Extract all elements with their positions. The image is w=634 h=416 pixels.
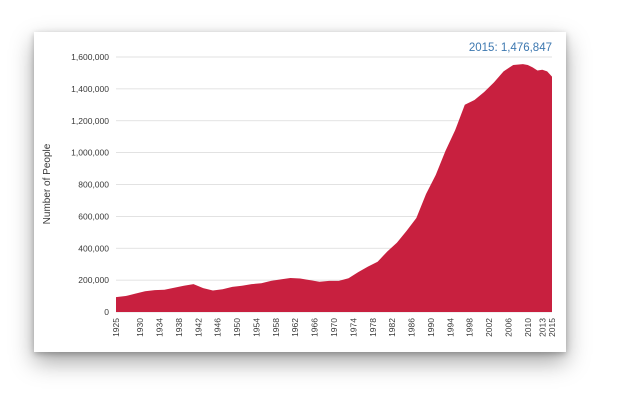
x-tick-label: 1942 [193, 318, 203, 337]
x-tick-label: 1930 [135, 318, 145, 337]
x-tick-label: 2002 [484, 318, 494, 337]
x-tick-label: 1998 [465, 318, 475, 337]
x-tick-label: 1938 [174, 318, 184, 337]
x-tick-label: 1990 [426, 318, 436, 337]
y-axis-label: Number of People [42, 143, 53, 224]
x-tick-label: 1934 [155, 318, 165, 337]
y-tick-label: 1,200,000 [71, 116, 109, 126]
x-tick-label: 1982 [387, 318, 397, 337]
x-tick-label: 1974 [348, 318, 358, 337]
x-tick-label: 1946 [213, 318, 223, 337]
x-tick-label: 2015 [547, 318, 557, 337]
x-tick-label: 2013 [537, 318, 547, 337]
x-tick-label: 1994 [445, 318, 455, 337]
x-tick-label: 1925 [111, 318, 121, 337]
x-tick-label: 1978 [368, 318, 378, 337]
x-tick-label: 2010 [523, 318, 533, 337]
y-tick-label: 0 [104, 307, 109, 317]
x-tick-label: 1950 [232, 318, 242, 337]
x-tick-label: 1958 [271, 318, 281, 337]
y-tick-label: 800,000 [78, 180, 109, 190]
x-tick-label: 1954 [251, 318, 261, 337]
y-tick-label: 400,000 [78, 243, 109, 253]
annotation-label: 2015: 1,476,847 [469, 42, 552, 54]
y-tick-label: 200,000 [78, 275, 109, 285]
y-axis-ticks: 0 200,000 400,000 600,000 800,000 1,000,000 1,… [71, 52, 109, 317]
y-tick-label: 600,000 [78, 211, 109, 221]
x-tick-label: 1966 [310, 318, 320, 337]
y-tick-label: 1,400,000 [71, 84, 109, 94]
x-tick-label: 1986 [407, 318, 417, 337]
y-tick-label: 1,000,000 [71, 148, 109, 158]
x-tick-label: 1970 [329, 318, 339, 337]
x-tick-label: 1962 [290, 318, 300, 337]
x-axis-ticks: 1925 1930 1934 1938 1942 1946 1950 1954 1958 1962… [111, 318, 557, 337]
x-tick-label: 2006 [503, 318, 513, 337]
area-series [116, 64, 552, 312]
y-tick-label: 1,600,000 [71, 52, 109, 62]
